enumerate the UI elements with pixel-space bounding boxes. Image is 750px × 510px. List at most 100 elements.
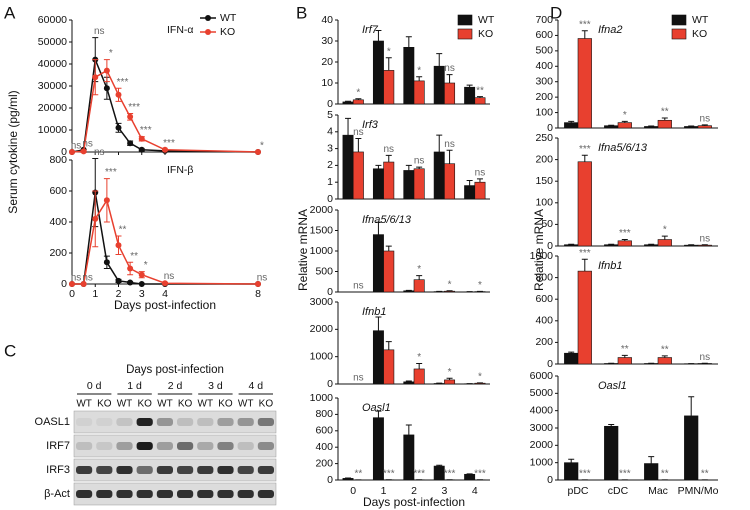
row-label: IRF7 [46, 440, 70, 452]
error-bar [375, 221, 382, 235]
error-bar [385, 154, 392, 163]
legend-label: KO [478, 28, 493, 40]
blot-band [257, 442, 274, 450]
error-bar [436, 464, 443, 467]
y-tick-label: 2000 [530, 439, 554, 451]
x-tick-label: cDC [608, 485, 629, 497]
y-tick-label: 800 [535, 271, 553, 283]
y-tick-label: 300 [535, 75, 553, 87]
significance: *** [579, 144, 591, 155]
blot-strip [73, 410, 277, 434]
significance: ns [71, 141, 82, 152]
y-tick-label: 6000 [530, 370, 554, 382]
panel-label: A [4, 3, 16, 22]
data-point [92, 215, 99, 222]
y-tick-label: 1000 [310, 350, 334, 362]
significance: ** [354, 468, 362, 479]
y-tick-label: 0 [327, 378, 333, 390]
data-point [255, 149, 261, 155]
y-tick-label: 1500 [310, 224, 334, 236]
x-tick-label: 8 [255, 288, 261, 300]
significance: ** [661, 107, 669, 118]
y-tick-label: 150 [535, 175, 553, 187]
y-tick-label: 600 [535, 293, 553, 305]
x-tick-label: 2 [116, 288, 122, 300]
y-tick-label: 10000 [38, 124, 67, 136]
data-point [127, 265, 134, 272]
legend-swatch [457, 14, 473, 26]
day-label: 3 d [208, 380, 223, 392]
error-bar [568, 458, 575, 463]
lane-label: WT [157, 399, 173, 410]
legend-label: WT [220, 12, 237, 24]
y-tick-label: 200 [315, 457, 333, 469]
error-bar [416, 166, 423, 169]
bar [413, 168, 425, 200]
bar [657, 239, 672, 247]
error-bar [385, 341, 392, 350]
significance: ns [353, 281, 364, 292]
y-tick-label: 400 [535, 60, 553, 72]
day-label: 1 d [127, 380, 142, 392]
data-point [103, 259, 110, 266]
error-bar [436, 53, 443, 67]
bar [413, 279, 425, 293]
y-tick-label: 100 [535, 197, 553, 209]
subplot-title: Ifna5/6/13 [362, 214, 412, 226]
lane-label: KO [97, 399, 112, 410]
x-tick-label: 1 [92, 288, 98, 300]
legend-swatch [457, 28, 473, 40]
y-tick-label: 0 [61, 146, 67, 158]
data-point [103, 85, 110, 92]
blot-title: Days post-infection [126, 364, 224, 376]
y-axis-label: Relative mRNA [296, 209, 310, 291]
significance: ns [475, 167, 486, 178]
bar [444, 163, 456, 200]
blot-band [116, 418, 133, 426]
y-tick-label: 0 [547, 122, 553, 134]
bar [342, 101, 354, 105]
blot-band [136, 490, 153, 498]
data-point [69, 281, 75, 287]
y-tick-label: 400 [49, 216, 67, 228]
lane-label: WT [117, 399, 133, 410]
x-tick-label: pDC [567, 485, 588, 497]
bar [383, 349, 395, 385]
bar [697, 125, 712, 129]
y-tick-label: 200 [535, 336, 553, 348]
y-tick-label: 3 [327, 142, 333, 154]
panel-label: B [296, 3, 307, 22]
subplot-title: Irf7 [362, 24, 379, 36]
error-bar [661, 117, 668, 121]
significance: ** [476, 85, 484, 96]
y-tick-label: 0 [61, 278, 67, 290]
bar [372, 40, 384, 105]
error-bar [405, 164, 412, 171]
blot-band [197, 490, 214, 498]
y-tick-label: 200 [49, 247, 67, 259]
significance: *** [413, 468, 425, 479]
significance: * [387, 46, 391, 57]
subplot-title: Ifna2 [598, 24, 622, 36]
lane-label: KO [137, 399, 152, 410]
y-tick-label: 100 [535, 106, 553, 118]
y-tick-label: 0 [327, 474, 333, 486]
bar [474, 97, 486, 105]
significance: * [448, 279, 452, 290]
row-label: OASL1 [35, 416, 70, 428]
significance: ns [700, 233, 711, 244]
significance: ns [353, 127, 364, 138]
bar [433, 65, 445, 105]
y-tick-label: 3000 [310, 296, 334, 308]
bar [577, 161, 592, 247]
error-bar [608, 424, 615, 427]
legend-marker [205, 29, 211, 35]
significance: * [417, 65, 421, 76]
error-bar [375, 164, 382, 169]
blot-band [237, 442, 254, 450]
bar [474, 181, 486, 200]
y-tick-label: 800 [315, 408, 333, 420]
significance: ns [94, 147, 105, 158]
error-bar [701, 124, 708, 126]
blot-band [136, 466, 153, 474]
